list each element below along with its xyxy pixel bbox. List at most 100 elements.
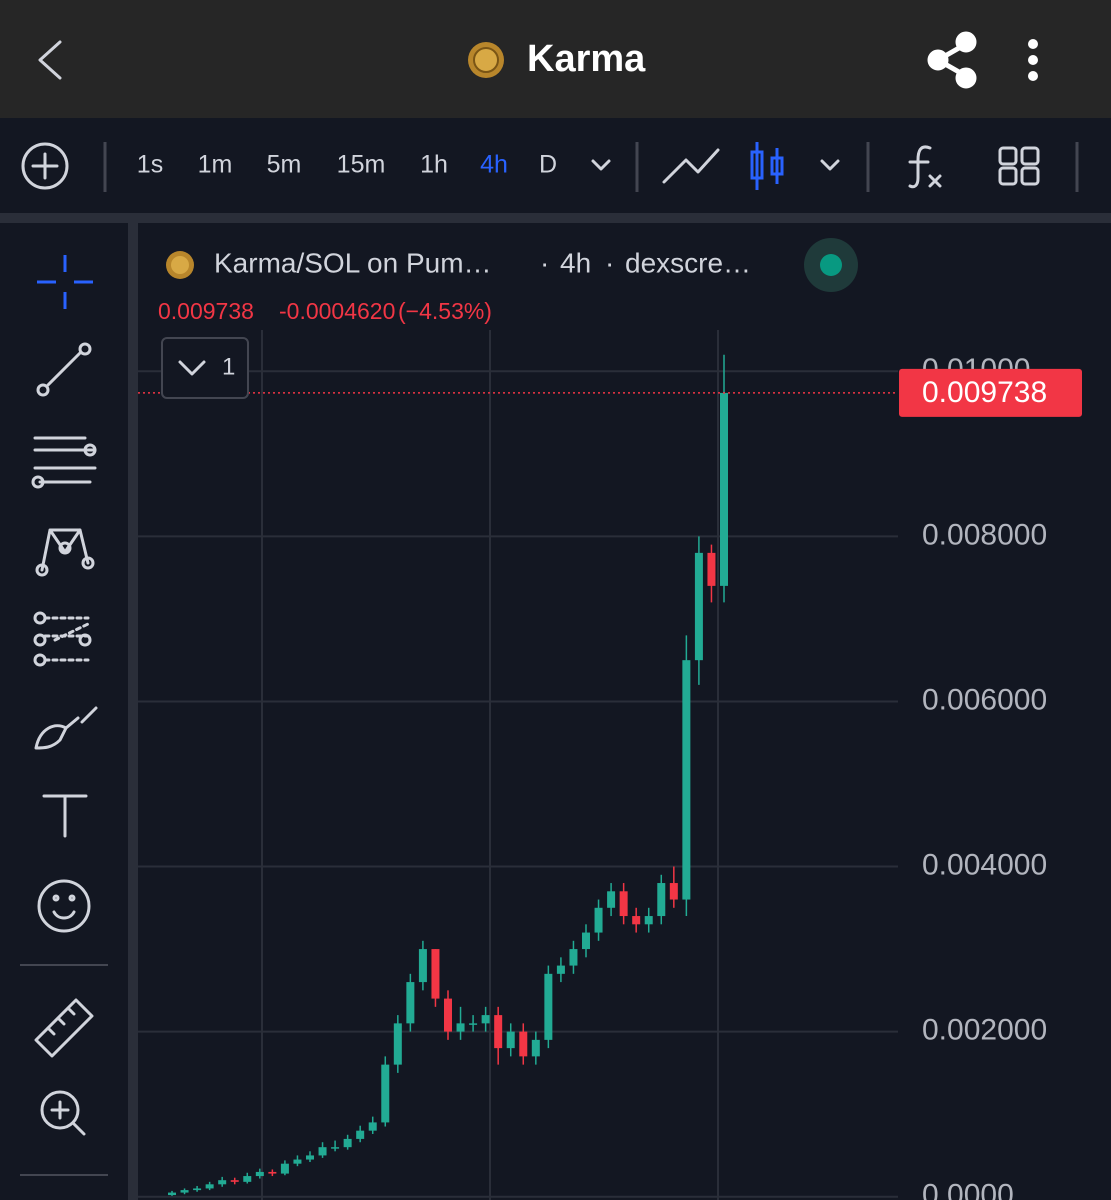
plot-area [138,330,898,1200]
candle-body [469,1023,478,1025]
chart-type-dropdown[interactable] [820,159,840,171]
candle-body [280,1163,289,1174]
candle-body [506,1031,515,1049]
interval-button[interactable]: 15m [337,151,386,179]
page-title: Karma [527,38,646,80]
interval-button[interactable]: 1h [420,151,448,179]
separator [128,223,138,1200]
candle-body [669,883,678,900]
toolbar [0,118,1111,213]
line-chart-button[interactable] [662,148,720,184]
add-symbol-button[interactable] [21,142,69,190]
candle-body [306,1155,314,1160]
candle-body [607,891,616,908]
layout-button[interactable] [998,146,1040,186]
candle-body [331,1147,340,1149]
candle-body [406,982,415,1024]
ruler-tool[interactable] [34,998,94,1058]
header-bar [0,0,1111,118]
candle-body [268,1171,277,1174]
indicator-count: 1 [222,353,235,380]
status-indicator [804,238,858,292]
pattern-tool[interactable] [35,528,95,577]
last-price-label: 0.009738 [922,376,1047,409]
interval-button[interactable]: 1s [137,151,163,179]
candle-body [205,1184,214,1189]
candle-body [594,907,603,933]
candle-body [657,883,666,917]
candle-body [431,949,440,999]
price-change: -0.0004620 [279,298,395,324]
crosshair-tool[interactable] [37,255,93,309]
candle-body [619,891,628,917]
candle-body [180,1190,189,1193]
candle-body [218,1180,227,1185]
brush-tool[interactable] [34,706,98,750]
candle-body [168,1192,176,1196]
candle-body [481,1015,490,1024]
candle-body [456,1023,465,1032]
interval-dropdown[interactable] [591,159,611,171]
candle-body [494,1015,503,1049]
fib-tool[interactable] [31,436,97,489]
candle-body [255,1171,264,1177]
emoji-tool[interactable] [37,879,91,933]
candle-body [230,1180,239,1182]
candle-body [343,1138,352,1148]
candle-body [556,965,565,974]
interval-button[interactable]: 4h [480,151,508,179]
coin-icon [468,42,504,78]
indicator-collapse[interactable]: 1 [161,337,249,399]
candle-chart-button[interactable] [750,142,784,190]
separator-dot: · [540,247,549,278]
interval-group: 1s 1m 5m 15m 1h 4h D [137,151,557,179]
symbol-name: Karma/SOL on Pum… [214,247,492,278]
candle-body [444,998,452,1032]
candle-body [644,916,653,925]
interval-label: 4h [560,247,591,278]
candle-body [318,1147,327,1156]
interval-button[interactable]: 5m [267,151,302,179]
candle-body [293,1159,302,1164]
candle-body [682,660,691,900]
candle-body [393,1023,402,1065]
more-button[interactable] [1028,39,1038,81]
candle-body [582,932,590,950]
interval-button[interactable]: 1m [198,151,233,179]
text-tool[interactable] [42,794,88,838]
source-label: dexscre… [625,247,751,278]
separator [0,213,1111,223]
candle-body [720,392,728,586]
share-button[interactable] [927,31,977,89]
back-button[interactable] [38,40,62,80]
candle-body [531,1039,540,1057]
candle-body [418,949,427,983]
trend-line-tool[interactable] [36,342,92,397]
candle-body [707,552,716,586]
candle-body [544,973,553,1040]
symbol-icon [166,251,194,279]
separator-dot: · [605,247,614,278]
last-price-legend: 0.009738 [158,298,254,324]
percent-change: (−4.53%) [398,298,492,324]
candle-body [632,916,641,925]
candle-body [569,949,578,966]
y-tick-label: 0.004000 [922,848,1047,881]
y-tick-label: 0.008000 [922,518,1047,551]
candle-body [243,1176,252,1182]
candle-body [193,1188,202,1191]
interval-button[interactable]: D [539,151,557,179]
candle-body [368,1122,377,1131]
indicators-button[interactable] [908,145,942,189]
y-tick-label: 0.0000 [922,1179,1014,1200]
prediction-tool[interactable] [33,611,92,667]
candle-body [381,1064,390,1123]
candle-body [356,1130,365,1139]
last-price-badge [899,368,1082,417]
zoom-tool[interactable] [40,1090,86,1136]
y-tick-label: 0.006000 [922,683,1047,716]
candle-body [519,1031,528,1057]
candle-body [694,552,703,661]
